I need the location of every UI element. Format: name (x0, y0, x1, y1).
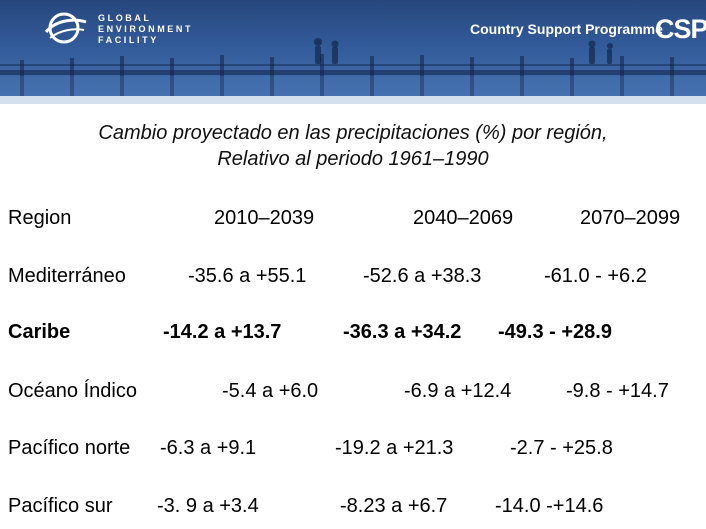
table-cell: -61.0 - +6.2 (544, 265, 647, 287)
table-cell: -19.2 a +21.3 (335, 437, 454, 459)
title-line-2: Relativo al periodo 1961–1990 (217, 148, 489, 170)
programme-logo: CSP (655, 14, 706, 44)
table-cell: -49.3 - +28.9 (498, 321, 612, 343)
org-line: Global (98, 13, 152, 23)
table-cell: -2.7 - +25.8 (510, 437, 613, 459)
column-header-period-3: 2070–2099 (580, 207, 681, 229)
bridge-silhouette-image (0, 0, 706, 104)
table-cell: -14.0 -+14.6 (495, 495, 604, 517)
table-cell: -52.6 a +38.3 (363, 265, 482, 287)
programme-title: Country Support Programme (470, 21, 663, 37)
header-banner: Global Environment Facility Country Supp… (0, 0, 706, 104)
table-cell: -5.4 a +6.0 (222, 380, 319, 402)
table-cell: -14.2 a +13.7 (163, 321, 282, 343)
table-cell: -6.3 a +9.1 (160, 437, 257, 459)
table-row-region: Mediterráneo (8, 265, 126, 287)
table-row-region: Océano Índico (8, 380, 137, 402)
table-row-region: Caribe (8, 321, 71, 343)
table-cell: -36.3 a +34.2 (343, 321, 462, 343)
table-cell: -9.8 - +14.7 (566, 380, 669, 402)
table-cell: -35.6 a +55.1 (188, 265, 307, 287)
org-line: Environment (98, 24, 194, 34)
globe-logo-icon (44, 12, 87, 44)
org-line: Facility (98, 35, 159, 45)
column-header-period-1: 2010–2039 (214, 207, 315, 229)
table-row-region: Pacífico norte (8, 437, 131, 459)
column-header-region: Region (8, 207, 72, 229)
column-header-period-2: 2040–2069 (413, 207, 514, 229)
table-cell: -8.23 a +6.7 (340, 495, 448, 517)
table-cell: -6.9 a +12.4 (404, 380, 512, 402)
slide-title: Cambio proyectado en las precipitaciones… (0, 120, 706, 172)
title-line-1: Cambio proyectado en las precipitaciones… (98, 122, 608, 144)
table-row-region: Pacífico sur (8, 495, 113, 517)
header-divider (0, 96, 706, 104)
org-name: Global Environment Facility (98, 13, 193, 46)
table-cell: -3. 9 a +3.4 (157, 495, 259, 517)
